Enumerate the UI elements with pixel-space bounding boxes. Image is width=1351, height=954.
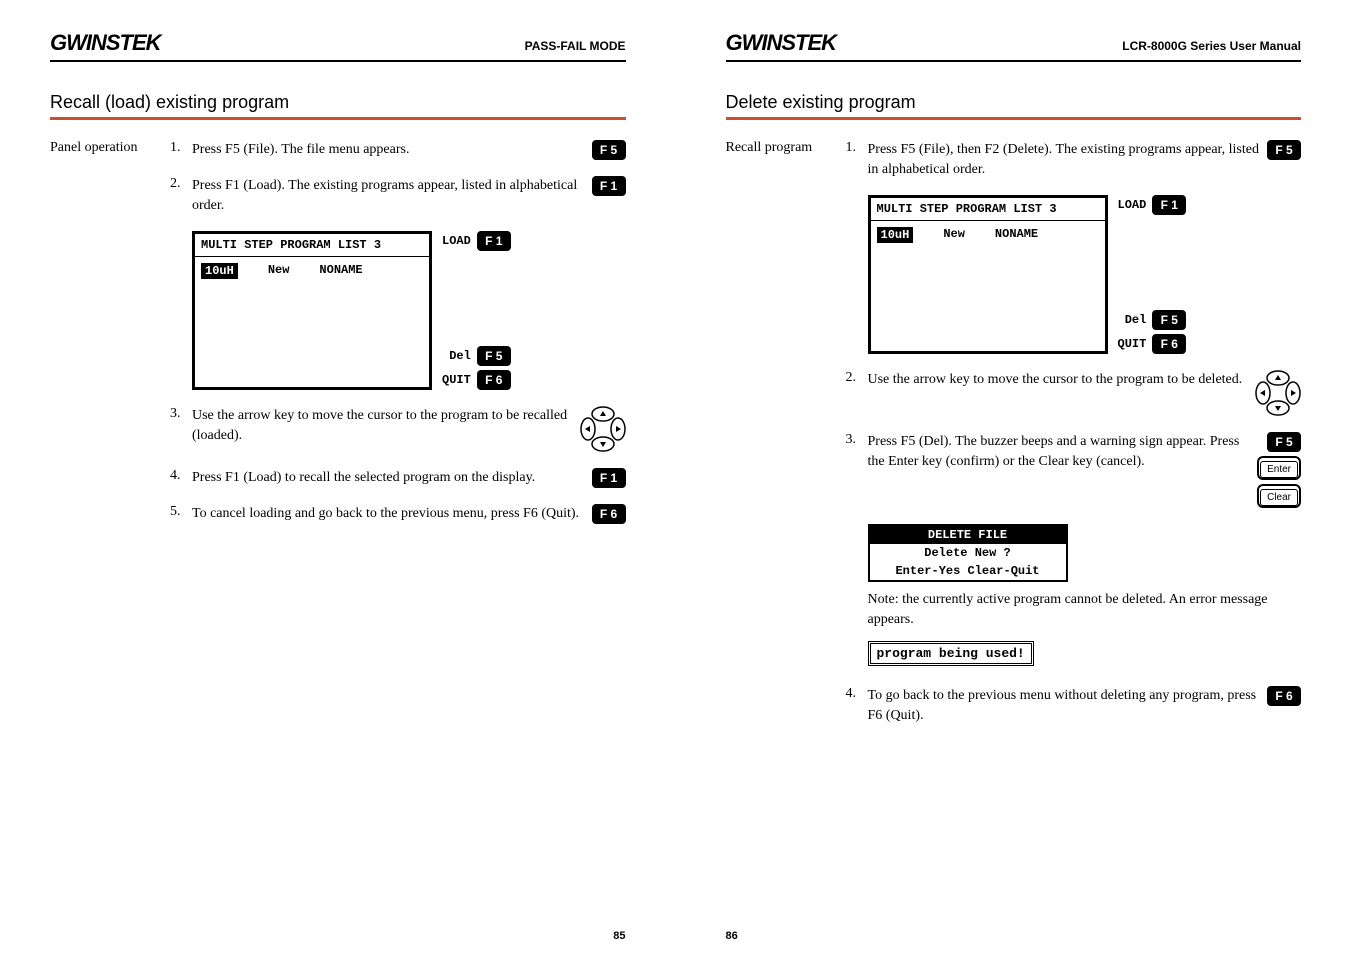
screen-item: New [943,227,965,243]
step-num: 2. [170,176,192,192]
step-num: 1. [170,140,192,156]
screen-item-selected: 10uH [201,263,238,279]
right-content: Recall program 1. Press F5 (File), then … [726,140,1302,742]
f-key-icon: F 6 [592,504,626,524]
clear-button-icon: Clear [1257,484,1301,508]
step-num: 5. [170,504,192,520]
step-text: To go back to the previous menu without … [868,686,1268,725]
page-number: 86 [726,930,738,942]
f-key-icon: F 6 [1152,334,1186,354]
f-key-icon: F 6 [477,370,511,390]
delete-dialog: DELETE FILE Delete New ? Enter-Yes Clear… [868,524,1068,582]
page-number: 85 [613,930,625,942]
f-key-icon: F 1 [477,231,511,251]
step-text: Press F1 (Load). The existing programs a… [192,176,592,215]
side-key-label: QUIT [442,373,471,387]
arrow-pad-icon [1255,370,1301,416]
side-key-label: LOAD [1118,198,1147,212]
step: 4. Press F1 (Load) to recall the selecte… [170,468,626,488]
side-key-label: LOAD [442,234,471,248]
step-num: 1. [846,140,868,156]
left-side-label: Panel operation [50,140,170,540]
left-header-title: PASS-FAIL MODE [525,39,626,53]
f-key-icon: F 5 [1267,140,1301,160]
screen-item: New [268,263,290,279]
step-num: 4. [170,468,192,484]
screen-side-keys: LOAD F 1 Del F 5 QUIT F 6 [442,231,511,390]
step: 3. Press F5 (Del). The buzzer beeps and … [846,432,1302,508]
enter-button-icon: Enter [1257,456,1301,480]
side-key-label: Del [449,349,471,363]
step: 2. Press F1 (Load). The existing program… [170,176,626,215]
f-key-icon: F 1 [1152,195,1186,215]
step-text: Press F1 (Load) to recall the selected p… [192,468,592,488]
right-side-label: Recall program [726,140,846,742]
side-key: Del F 5 [442,346,511,366]
arrow-pad-icon [580,406,626,452]
note-text: Note: the currently active program canno… [868,590,1302,629]
step: 3. Use the arrow key to move the cursor … [170,406,626,452]
dialog-title: DELETE FILE [870,526,1066,544]
step-num: 3. [846,432,868,448]
screen-display: MULTI STEP PROGRAM LIST 3 10uH New NONAM… [192,231,626,390]
f-key-icon: F 5 [1267,432,1301,452]
right-steps: 1. Press F5 (File), then F2 (Delete). Th… [846,140,1302,742]
brand-logo: GWINSTEK [50,30,161,56]
side-key-label: QUIT [1118,337,1147,351]
left-steps: 1. Press F5 (File). The file menu appear… [170,140,626,540]
screen-item: NONAME [319,263,362,279]
error-message: program being used! [868,641,1034,666]
side-key: QUIT F 6 [442,370,511,390]
step: 2. Use the arrow key to move the cursor … [846,370,1302,416]
f-key-icon: F 5 [477,346,511,366]
side-key: QUIT F 6 [1118,334,1187,354]
right-section-title: Delete existing program [726,92,1302,120]
step-text: To cancel loading and go back to the pre… [192,504,592,524]
step: 1. Press F5 (File), then F2 (Delete). Th… [846,140,1302,179]
dialog-line: Enter-Yes Clear-Quit [870,562,1066,580]
step-text: Use the arrow key to move the cursor to … [192,406,580,445]
f-key-icon: F 5 [1152,310,1186,330]
lcd-screen: MULTI STEP PROGRAM LIST 3 10uH New NONAM… [192,231,432,390]
right-page: GWINSTEK LCR-8000G Series User Manual De… [676,0,1351,954]
side-key: Del F 5 [1118,310,1187,330]
right-header-title: LCR-8000G Series User Manual [1122,39,1301,53]
step: 1. Press F5 (File). The file menu appear… [170,140,626,160]
left-page: GWINSTEK PASS-FAIL MODE Recall (load) ex… [0,0,676,954]
step-text: Press F5 (File), then F2 (Delete). The e… [868,140,1268,179]
step-num: 3. [170,406,192,422]
left-header: GWINSTEK PASS-FAIL MODE [50,30,626,62]
screen-body: 10uH New NONAME [195,257,429,387]
left-content: Panel operation 1. Press F5 (File). The … [50,140,626,540]
side-key-label: Del [1125,313,1147,327]
brand-logo: GWINSTEK [726,30,837,56]
f-key-icon: F 6 [1267,686,1301,706]
screen-row: 10uH New NONAME [877,227,1099,243]
left-section-title: Recall (load) existing program [50,92,626,120]
screen-row: 10uH New NONAME [201,263,423,279]
screen-item-selected: 10uH [877,227,914,243]
step-num: 2. [846,370,868,386]
step-text: Press F5 (File). The file menu appears. [192,140,592,160]
screen-display: MULTI STEP PROGRAM LIST 3 10uH New NONAM… [868,195,1302,354]
screen-side-keys: LOAD F 1 Del F 5 QUIT F 6 [1118,195,1187,354]
step-num: 4. [846,686,868,702]
right-header: GWINSTEK LCR-8000G Series User Manual [726,30,1302,62]
side-key: LOAD F 1 [442,231,511,251]
step-text: Use the arrow key to move the cursor to … [868,370,1256,390]
f-key-icon: F 1 [592,176,626,196]
lcd-screen: MULTI STEP PROGRAM LIST 3 10uH New NONAM… [868,195,1108,354]
side-key: LOAD F 1 [1118,195,1187,215]
screen-title: MULTI STEP PROGRAM LIST 3 [195,234,429,257]
step: 4. To go back to the previous menu witho… [846,686,1302,725]
screen-body: 10uH New NONAME [871,221,1105,351]
step: 5. To cancel loading and go back to the … [170,504,626,524]
f-key-icon: F 1 [592,468,626,488]
screen-title: MULTI STEP PROGRAM LIST 3 [871,198,1105,221]
dialog-line: Delete New ? [870,544,1066,562]
step-text: Press F5 (Del). The buzzer beeps and a w… [868,432,1258,471]
screen-item: NONAME [995,227,1038,243]
f-key-icon: F 5 [592,140,626,160]
